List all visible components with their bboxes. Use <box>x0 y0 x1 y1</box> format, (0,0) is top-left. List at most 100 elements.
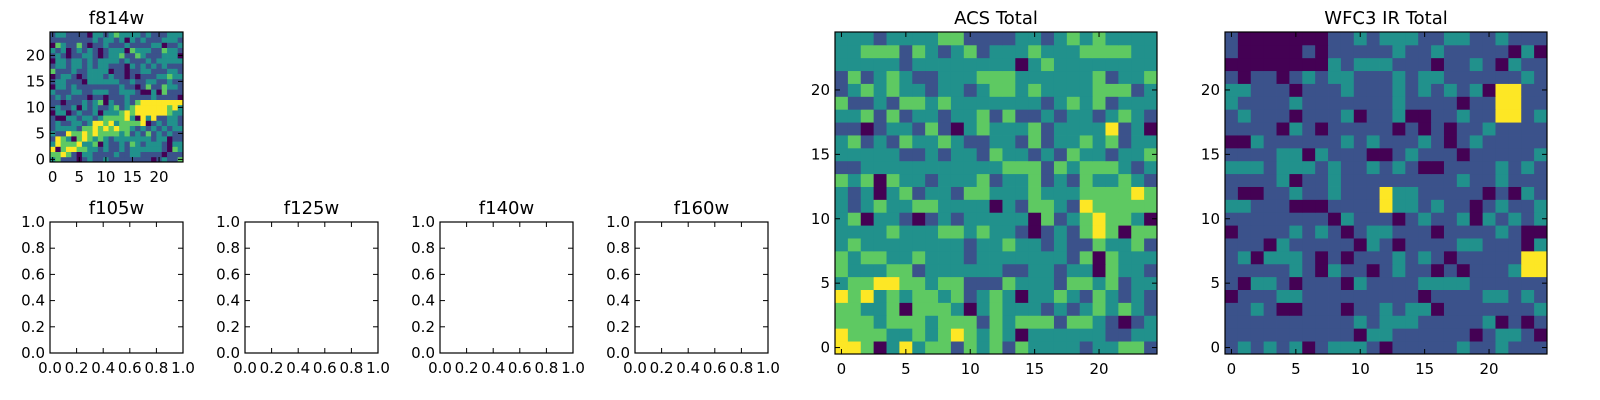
heatmap-cell <box>1521 44 1535 59</box>
heatmap-cell <box>847 173 862 187</box>
heatmap-cell <box>899 96 913 110</box>
heatmap-cell <box>81 99 88 106</box>
x-tick-label: 0.8 <box>534 359 558 377</box>
heatmap-cell <box>1328 341 1342 355</box>
heatmap-cell <box>71 32 77 38</box>
heatmap-cell <box>1028 225 1042 239</box>
heatmap-cell <box>1250 70 1265 84</box>
heatmap-cell <box>97 52 104 59</box>
heatmap-cell <box>71 42 77 48</box>
heatmap-cell <box>1366 186 1380 200</box>
heatmap-cell <box>976 83 990 97</box>
heatmap-cell <box>938 289 952 303</box>
heatmap-cell <box>1263 250 1277 265</box>
heatmap-cell <box>835 96 849 110</box>
heatmap-cell <box>1456 32 1471 46</box>
heatmap-cell <box>1079 44 1093 59</box>
heatmap-cell <box>124 151 131 158</box>
heatmap-cell <box>1041 328 1055 342</box>
heatmap-cell <box>55 110 62 116</box>
heatmap-cell <box>1418 57 1432 72</box>
heatmap-cell <box>129 63 136 69</box>
heatmap-cell <box>1289 96 1303 110</box>
heatmap-cell <box>108 58 115 64</box>
heatmap-cell <box>177 151 184 158</box>
heatmap-cell <box>50 63 56 69</box>
heatmap-cell <box>1105 225 1119 239</box>
heatmap-cell <box>938 276 952 290</box>
heatmap-cell <box>50 89 56 95</box>
heatmap-cell <box>1328 160 1342 175</box>
heatmap-cell <box>1066 341 1081 355</box>
heatmap-cell <box>1066 263 1081 278</box>
heatmap-cell <box>1015 70 1029 84</box>
heatmap-cell <box>1315 122 1329 136</box>
heatmap-cell <box>87 94 93 100</box>
heatmap-cell <box>1053 328 1068 342</box>
y-tick-label: 0.4 <box>21 292 45 310</box>
heatmap-cell <box>1431 160 1445 175</box>
heatmap-cell <box>1302 328 1316 342</box>
heatmap-cell <box>1131 44 1145 59</box>
heatmap-cell <box>1379 160 1393 175</box>
heatmap-cell <box>1092 341 1106 355</box>
heatmap-cell <box>1053 70 1068 84</box>
heatmap-cell <box>1353 173 1368 187</box>
heatmap-cell <box>92 68 99 74</box>
heatmap-cell <box>989 147 1003 162</box>
heatmap-cell <box>1508 315 1522 329</box>
heatmap-cell <box>1482 315 1496 329</box>
heatmap-cell <box>1263 147 1277 162</box>
heatmap-cell <box>1379 70 1393 84</box>
heatmap-cell <box>65 52 72 59</box>
heatmap-cell <box>1469 70 1483 84</box>
heatmap-cell <box>1508 328 1522 342</box>
heatmap-cell <box>1263 212 1277 226</box>
heatmap-cell <box>899 212 913 226</box>
heatmap-cell <box>108 151 115 158</box>
heatmap-cell <box>1456 199 1471 213</box>
heatmap-cell <box>50 125 56 132</box>
heatmap-cell <box>87 32 93 38</box>
heatmap-cell <box>912 289 926 303</box>
heatmap-cell <box>1289 186 1303 200</box>
heatmap-cell <box>140 130 147 137</box>
heatmap-cell <box>1328 44 1342 59</box>
heatmap-cell <box>161 104 168 111</box>
heatmap-cell <box>1456 302 1471 316</box>
heatmap-cell <box>1053 32 1068 46</box>
heatmap-cell <box>135 37 141 43</box>
heatmap-cell <box>886 225 900 239</box>
heatmap-cell <box>92 141 99 147</box>
heatmap-cell <box>177 37 184 43</box>
heatmap-cell <box>172 99 179 106</box>
heatmap-cell <box>1105 315 1119 329</box>
heatmap-cell <box>1328 302 1342 316</box>
heatmap-cell <box>950 276 965 290</box>
heatmap-cell <box>950 186 965 200</box>
heatmap-cell <box>124 68 131 74</box>
heatmap-cell <box>912 328 926 342</box>
heatmap-cell <box>167 37 173 43</box>
heatmap-cell <box>161 151 168 158</box>
heatmap-cell <box>81 89 88 95</box>
y-tick-label: 0.4 <box>411 292 435 310</box>
heatmap-cell <box>1079 199 1093 213</box>
heatmap-cell <box>1079 212 1093 226</box>
heatmap-cell <box>55 120 62 126</box>
heatmap-cell <box>119 32 125 38</box>
x-tick-label: 0.0 <box>428 359 452 377</box>
heatmap-cell <box>135 63 141 69</box>
heatmap-cell <box>172 47 179 54</box>
heatmap-cell <box>65 84 72 90</box>
heatmap-cell <box>87 104 93 111</box>
heatmap-cell <box>81 37 88 43</box>
heatmap-cell <box>135 136 141 142</box>
heatmap-cell <box>1131 122 1145 136</box>
heatmap-cell <box>1144 250 1158 265</box>
heatmap-cell <box>1353 186 1368 200</box>
heatmap-cell <box>113 146 120 152</box>
heatmap-cell <box>1237 160 1252 175</box>
heatmap-cell <box>97 130 104 137</box>
heatmap-cell <box>172 84 179 90</box>
